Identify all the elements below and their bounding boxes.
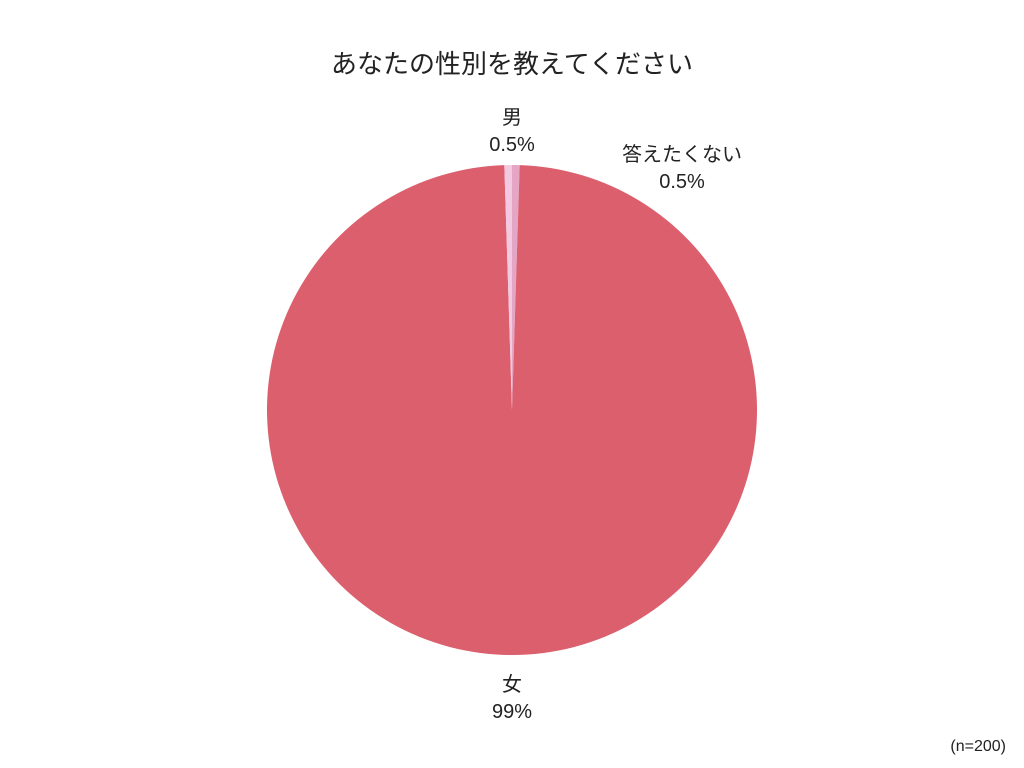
sample-size-note: (n=200) xyxy=(950,738,1006,756)
pie-label-line2: 0.5% xyxy=(489,132,535,159)
pie-label-1: 答えたくない0.5% xyxy=(622,142,742,196)
pie-label-0: 男0.5% xyxy=(489,105,535,159)
pie-label-line2: 99% xyxy=(492,699,532,726)
pie-label-line1: 男 xyxy=(489,105,535,132)
pie-label-line1: 答えたくない xyxy=(622,142,742,169)
pie-label-2: 女99% xyxy=(492,672,532,726)
pie-label-line1: 女 xyxy=(492,672,532,699)
pie-label-line2: 0.5% xyxy=(622,169,742,196)
